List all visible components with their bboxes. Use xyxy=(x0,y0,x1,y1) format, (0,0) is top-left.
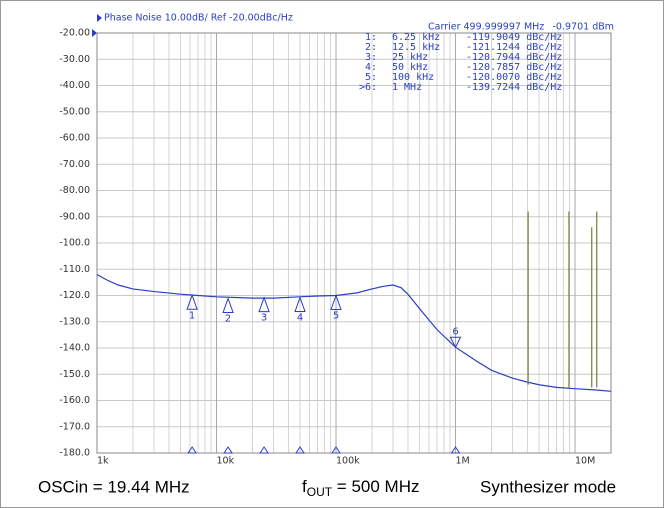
marker-level: -119.9049 dBc/Hz xyxy=(466,32,562,43)
axis-marker xyxy=(259,446,269,454)
caption-f: f xyxy=(302,477,307,496)
marker-label: 3 xyxy=(261,313,267,324)
y-tick-label: -90.00 xyxy=(59,211,90,222)
marker-index: 5: xyxy=(365,72,377,83)
marker-label: 2 xyxy=(225,313,231,324)
y-tick-label: -150.0 xyxy=(59,369,90,380)
carrier-power: -0.9701 dBm xyxy=(553,22,615,33)
marker xyxy=(330,294,342,311)
axis-marker xyxy=(187,446,198,454)
ref-arrow xyxy=(92,29,97,37)
marker-freq: 12.5 kHz xyxy=(392,42,440,53)
trace xyxy=(527,211,598,388)
y-tick-label: -50.00 xyxy=(59,106,90,117)
marker xyxy=(294,296,306,313)
marker-freq: 100 kHz xyxy=(392,72,434,83)
marker-freq: 50 kHz xyxy=(392,62,428,73)
marker-label: 6 xyxy=(452,326,458,337)
marker-index: 4: xyxy=(365,62,377,73)
marker-freq: 25 kHz xyxy=(392,52,428,63)
caption-mid: fOUT = 500 MHz xyxy=(302,477,419,499)
caption-value: = 500 MHz xyxy=(332,477,419,496)
title-arrow xyxy=(97,14,102,22)
marker xyxy=(186,293,198,310)
marker-index: 2: xyxy=(365,42,377,53)
marker-freq: 6.25 kHz xyxy=(392,32,440,43)
marker-index: 1: xyxy=(365,32,377,43)
y-tick-label: -130.0 xyxy=(59,316,90,327)
y-tick-label: -40.00 xyxy=(59,80,90,91)
x-tick-label: 1M xyxy=(456,456,470,467)
y-tick-label: -30.00 xyxy=(59,54,90,65)
y-tick-label: -110.0 xyxy=(59,264,90,275)
marker xyxy=(449,336,462,349)
y-tick-label: -100.0 xyxy=(59,238,90,249)
marker-level: -120.0070 dBc/Hz xyxy=(466,72,562,83)
axis-marker xyxy=(450,446,461,454)
caption-sub: OUT xyxy=(307,485,333,499)
y-tick-label: -140.0 xyxy=(59,343,90,354)
trace xyxy=(96,273,612,392)
caption-right: Synthesizer mode xyxy=(480,477,616,496)
marker-level: -120.7857 dBc/Hz xyxy=(466,62,562,73)
y-tick-label: -20.00 xyxy=(59,28,90,39)
axis-marker xyxy=(295,446,305,454)
x-tick-label: 100k xyxy=(336,456,360,467)
marker-freq: 1 MHz xyxy=(392,82,422,93)
axis-marker xyxy=(331,446,341,454)
y-tick-label: -170.0 xyxy=(59,421,90,432)
y-tick-label: -120.0 xyxy=(59,290,90,301)
carrier-label: Carrier 499.999997 MHz xyxy=(428,22,544,33)
marker-label: 1 xyxy=(189,310,195,321)
caption-left: OSCin = 19.44 MHz xyxy=(38,477,190,496)
marker-label: 4 xyxy=(297,313,303,324)
marker xyxy=(258,296,270,313)
marker-label: 5 xyxy=(333,311,339,322)
marker-index: 3: xyxy=(365,52,377,63)
x-tick-label: 1k xyxy=(97,456,109,467)
x-tick-label: 10M xyxy=(575,456,595,467)
plot-border xyxy=(96,32,612,454)
y-tick-label: -180.0 xyxy=(59,448,90,459)
marker-level: -139.7244 dBc/Hz xyxy=(466,82,562,93)
marker-index: >6: xyxy=(359,82,377,93)
y-tick-label: -160.0 xyxy=(59,395,90,406)
axis-marker xyxy=(223,446,234,454)
y-tick-label: -70.00 xyxy=(59,159,90,170)
x-tick-label: 10k xyxy=(217,456,235,467)
y-tick-label: -60.00 xyxy=(59,133,90,144)
y-tick-label: -80.00 xyxy=(59,185,90,196)
marker-level: -120.7944 dBc/Hz xyxy=(466,52,562,63)
chart-title: Phase Noise 10.00dB/ Ref -20.00dBc/Hz xyxy=(104,13,293,24)
marker xyxy=(222,296,234,313)
marker-level: -121.1244 dBc/Hz xyxy=(466,42,562,53)
